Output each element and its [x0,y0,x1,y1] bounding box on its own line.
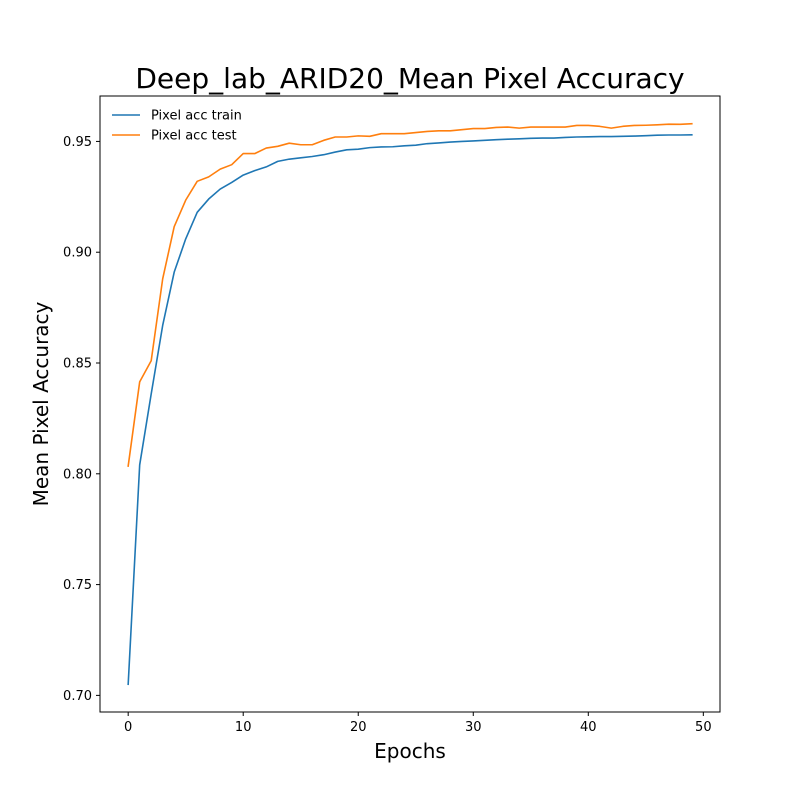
x-tick-label: 0 [124,720,132,735]
x-tick-label: 10 [235,720,252,735]
legend-label-train: Pixel acc train [151,109,242,124]
legend: Pixel acc train Pixel acc test [112,109,242,144]
y-axis-label: Mean Pixel Accuracy [29,301,53,506]
x-axis-label: Epochs [374,739,446,763]
x-tick-label: 50 [695,720,712,735]
y-tick-label: 0.95 [63,135,92,150]
series-line-train [127,133,693,686]
x-axis-ticks: 0 10 20 30 40 50 [124,712,712,735]
y-tick-label: 0.70 [63,689,92,704]
y-tick-label: 0.85 [63,357,92,372]
plot-lines [127,122,693,686]
y-tick-label: 0.75 [63,578,92,593]
x-tick-label: 40 [580,720,597,735]
x-tick-label: 30 [465,720,482,735]
legend-label-test: Pixel acc test [151,129,237,144]
y-tick-label: 0.80 [63,467,92,482]
y-tick-label: 0.90 [63,246,92,261]
chart-title: Deep_lab_ARID20_Mean Pixel Accuracy [135,62,684,95]
x-tick-label: 20 [350,720,367,735]
axes-frame [99,95,721,713]
y-axis-ticks: 0.70 0.75 0.80 0.85 0.90 0.95 [63,135,100,704]
series-line-test [127,122,693,467]
